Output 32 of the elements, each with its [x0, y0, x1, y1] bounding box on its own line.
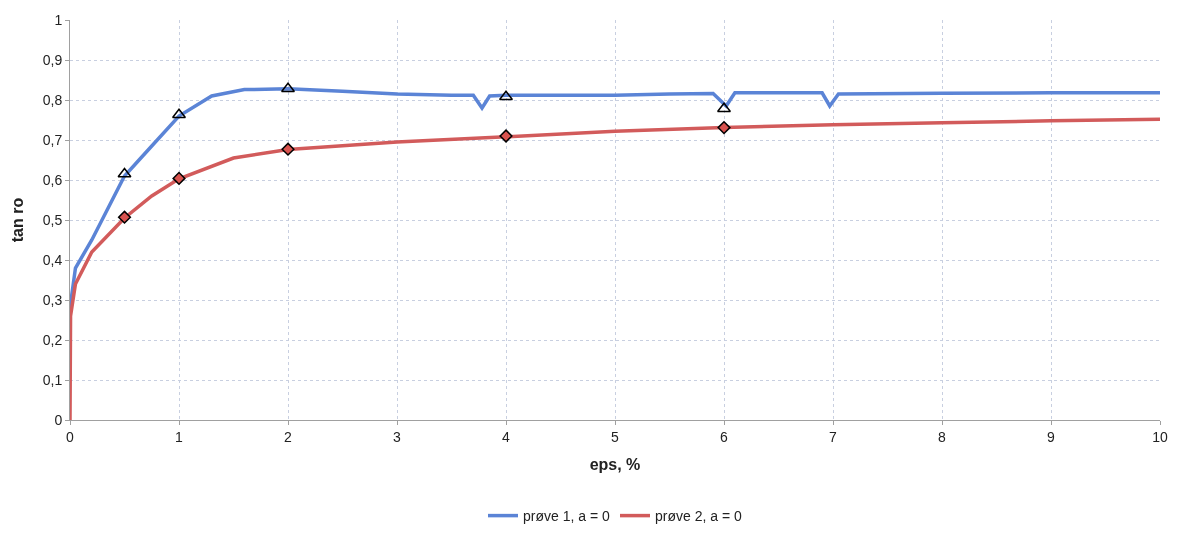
x-tick-label: 8	[938, 428, 947, 445]
point	[172, 171, 186, 185]
x-tick-label: 9	[1047, 428, 1056, 445]
y-tick-label: 0,8	[42, 91, 63, 108]
x-tick-label: 4	[502, 428, 511, 445]
point	[499, 129, 513, 143]
y-tick-label: 1	[54, 11, 63, 28]
y-tick-label: 0,1	[42, 371, 63, 388]
point	[117, 167, 132, 178]
x-tick-label: 10	[1152, 428, 1168, 445]
x-tick-label: 1	[175, 428, 184, 445]
x-axis-title: eps, %	[589, 456, 641, 474]
y-tick-label: 0,6	[42, 171, 63, 188]
y-tick-label: 0,4	[42, 251, 63, 268]
y-tick-label: 0	[54, 411, 63, 428]
point	[281, 142, 295, 156]
x-tick-label: 3	[393, 428, 402, 445]
x-tick-label: 5	[611, 428, 620, 445]
y-tick-label: 0,9	[42, 51, 63, 68]
x-tick-label: 7	[829, 428, 838, 445]
x-tick-label: 2	[284, 428, 293, 445]
legend-label: prøve 2, a = 0	[654, 508, 742, 525]
y-tick-label: 0,7	[42, 131, 63, 148]
legend-label: prøve 1, a = 0	[523, 508, 610, 525]
point	[717, 121, 731, 135]
y-tick-label: 0,3	[42, 291, 63, 308]
y-tick-label: 0,2	[42, 331, 63, 348]
y-tick-label: 0,5	[42, 211, 63, 228]
y-axis-title: tan ro	[8, 197, 26, 243]
point	[117, 210, 132, 224]
x-tick-label: 0	[66, 428, 75, 445]
x-tick-label: 6	[720, 428, 729, 445]
